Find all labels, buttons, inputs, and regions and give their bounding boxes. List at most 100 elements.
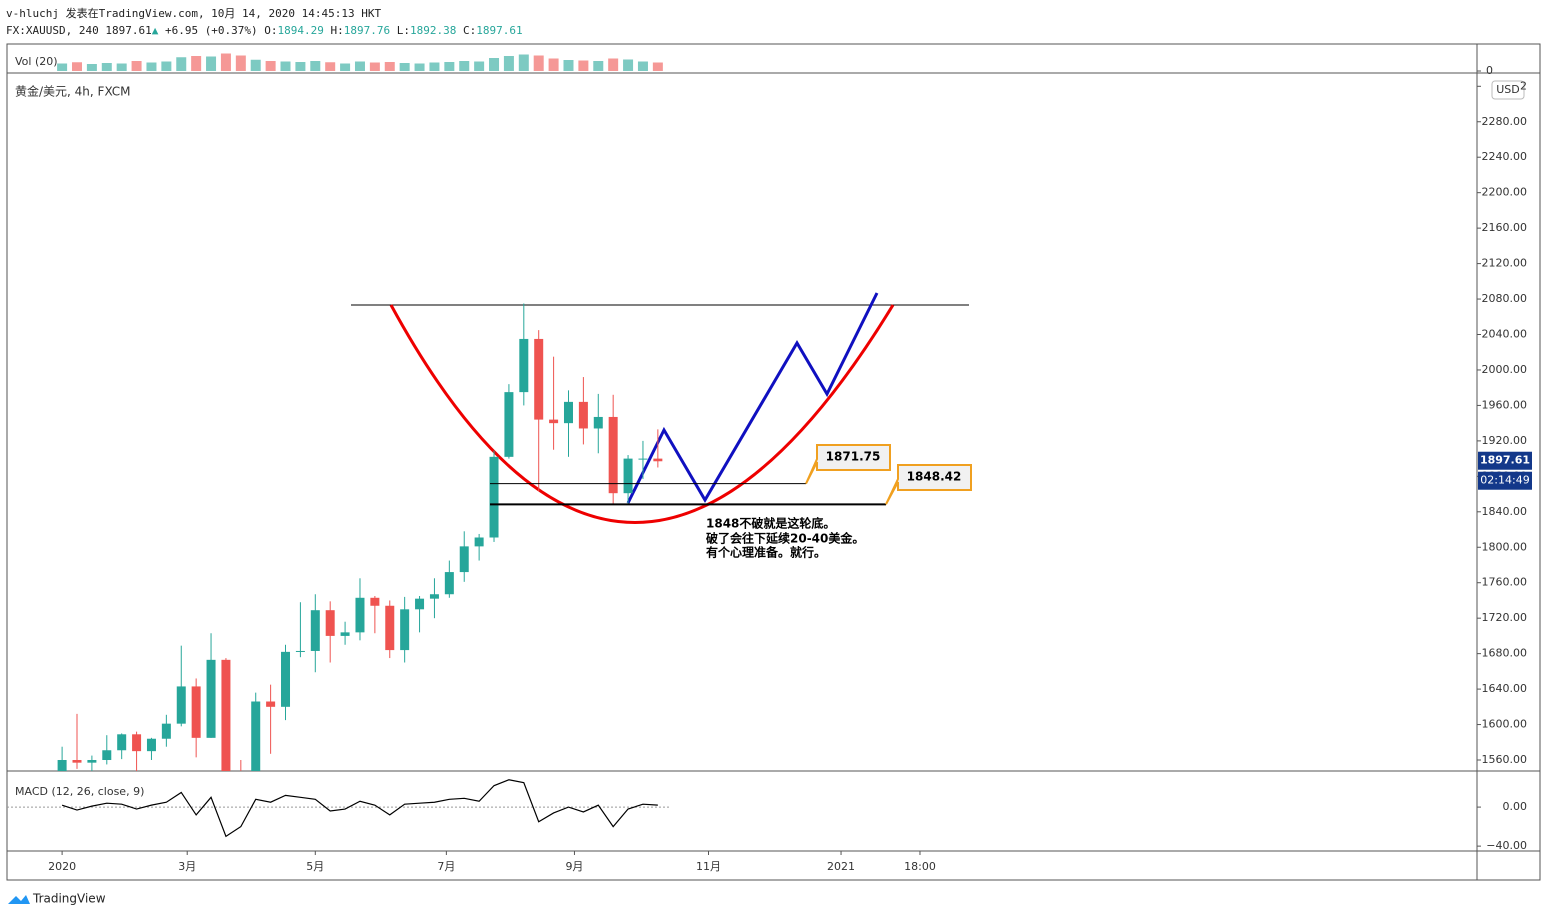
annotation: 破了会往下延续20-40美金。 [706,531,864,546]
candle-body [578,401,588,429]
currency-badge [1491,80,1525,100]
x-tick-label: 11月 [696,860,721,873]
volume-bar [533,55,544,71]
candle-body [132,734,142,752]
candle-body [608,416,618,494]
y-tick-label: 1760.00 [1482,576,1528,589]
volume-bar [414,63,425,71]
candle-body [191,686,201,738]
logo: TradingView [8,892,106,906]
volume-bar [354,61,365,71]
y-tick-label: 1680.00 [1482,647,1528,660]
ohlc: O:1894.29 H:1897.76 L:1892.38 C:1897.61 [264,24,522,37]
volume-bar [384,62,395,71]
candle-body [176,686,186,724]
macd-title: MACD (12, 26, close, 9) [15,785,144,798]
volume-bar [459,61,470,71]
candle-body [355,597,365,633]
candle-body [266,701,276,707]
candle-body [385,605,395,651]
callout [805,444,891,485]
volume-bar [608,58,619,71]
candle-body [251,701,261,771]
volume-bar [265,61,276,71]
volume-bar [652,62,663,71]
volume-bar [206,56,217,71]
candle-body [653,458,663,462]
candle-body [72,760,82,763]
y-tick-label: 2 [1520,79,1527,92]
level-label: 1848.42 [907,470,962,484]
x-tick-label: 2020 [48,860,76,873]
y-tick-label: 1840.00 [1482,505,1528,518]
candle-body [370,597,380,606]
x-tick-label: 18:00 [904,860,936,873]
candle-body [429,594,439,599]
currency: USD [1496,83,1520,96]
ohlc-key: H: [330,24,344,37]
volume-bar [86,64,97,71]
ohlc-value: 1897.61 [476,24,523,37]
last: 1897.61 [105,24,152,37]
volume-bar [623,59,634,71]
x-tick-label: 2021 [827,860,855,873]
y-tick-label: 1800.00 [1482,540,1528,553]
volume-bar [235,55,246,71]
volume-bar [340,63,351,71]
candle-body [444,572,454,595]
x-tick-label: 7月 [437,860,455,873]
volume-bar [325,62,336,71]
candle-body [146,738,156,752]
candle-body [295,650,305,652]
macd-line [61,779,658,838]
candle-body [563,401,573,424]
candle-body [117,734,127,751]
candle-body [310,610,320,651]
y-tick-label: 2040.00 [1482,328,1528,341]
candle-body [489,456,499,538]
y-tick-label: 1720.00 [1482,611,1528,624]
y-tick-label: 0.00 [1503,800,1528,813]
volume-bar [57,63,68,71]
y-tick-label: 1920.00 [1482,434,1528,447]
volume-bar [280,61,291,71]
volume-bar [146,62,157,71]
volume-bar [101,63,112,71]
volume-bar [72,62,82,71]
symbol: FX:XAUUSD, 240 [6,24,99,37]
symbol-line: FX:XAUUSD, 240 1897.61▲ +6.95 (+0.37%) O… [6,22,523,39]
y-tick-label: 1560.00 [1482,753,1528,766]
price-badge [1478,451,1532,470]
candle-body [340,632,350,636]
volume-bar [131,61,142,71]
volume-bar [399,63,410,71]
candle-body [474,537,484,547]
volume-bar [176,57,187,71]
volume-bar [429,62,440,71]
price-label: 1897.61 [1480,454,1530,467]
annotation: 1848不破就是这轮底。 [706,516,835,531]
volume-bar [474,61,485,71]
level-label: 1871.75 [826,450,881,464]
volume-bar [369,62,380,71]
ohlc-key: O: [264,24,278,37]
change: +6.95 (+0.37%) [164,24,258,37]
legend: 黄金/美元, 4h, FXCM [15,84,131,99]
ohlc-value: 1892.38 [410,24,457,37]
annotation: 有个心理准备。就行。 [706,545,826,560]
candle-body [534,338,544,420]
volume-bar [191,56,202,71]
volume-bar [161,61,172,71]
volume-bar [503,56,514,71]
y-tick-label: 2240.00 [1482,150,1528,163]
callout [885,464,972,505]
ohlc-key: C: [463,24,477,37]
x-tick-label: 5月 [306,860,324,873]
y-tick-label: 2200.00 [1482,186,1528,199]
volume-bar [637,61,648,71]
candle-body [102,750,112,761]
countdown: 02:14:49 [1480,474,1529,487]
candle-body [623,458,633,494]
y-tick-label: 2080.00 [1482,292,1528,305]
volume-bar [489,58,500,71]
